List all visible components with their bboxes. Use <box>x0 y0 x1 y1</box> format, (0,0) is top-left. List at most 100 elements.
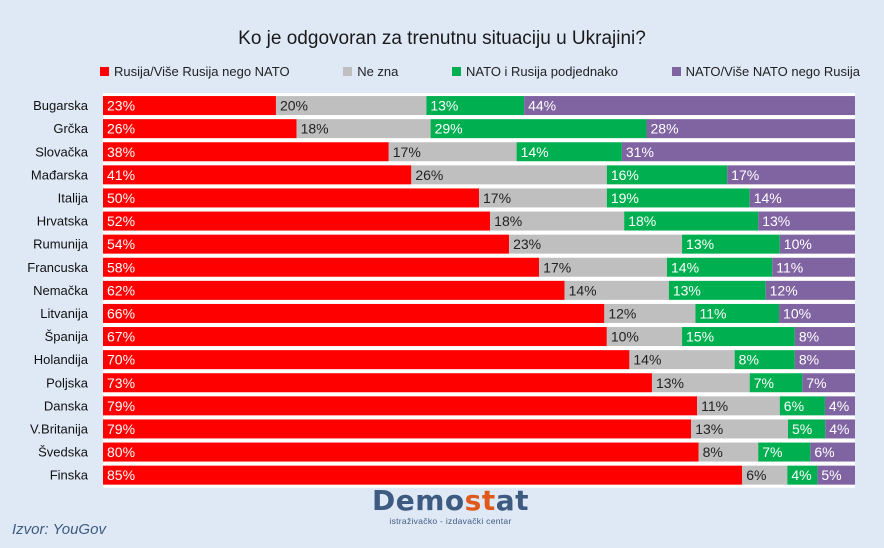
category-label: Mađarska <box>31 167 89 182</box>
data-label-russia: 54% <box>107 236 135 252</box>
category-label: V.Britanija <box>30 421 89 436</box>
bar-segment-russia <box>103 442 699 462</box>
bar-segment-equal <box>667 257 773 277</box>
category-label: Holandija <box>34 352 89 367</box>
bar-segment-equal <box>426 96 525 116</box>
legend-swatch-nato <box>671 67 681 76</box>
source-note: Izvor: YouGov <box>12 521 106 538</box>
data-label-russia: 79% <box>107 421 135 437</box>
bar-segment-nato <box>794 327 855 347</box>
data-label-russia: 41% <box>107 167 135 183</box>
bar-segment-equal <box>430 119 647 139</box>
brand-logo: Demostat istraživačko - izdavački centar <box>372 484 529 527</box>
legend-item-dont-know: Ne zna <box>343 64 398 79</box>
data-label-nato: 31% <box>626 144 654 160</box>
bar-segment-equal <box>668 280 766 300</box>
data-label-dont-know: 23% <box>513 236 541 252</box>
bar-segment-nato <box>621 142 855 162</box>
data-label-nato: 13% <box>762 213 790 229</box>
data-label-dont-know: 13% <box>656 375 684 391</box>
category-label: Francuska <box>27 260 88 275</box>
bar-segment-russia <box>103 465 743 485</box>
bar-segment-equal <box>682 234 780 254</box>
data-label-equal: 13% <box>686 236 714 252</box>
data-label-equal: 15% <box>686 329 714 345</box>
data-label-nato: 14% <box>754 190 782 206</box>
category-label: Švedska <box>38 445 89 460</box>
bar-segment-dont-know <box>604 303 696 323</box>
bar-segment-dont-know <box>691 419 788 439</box>
bar-segment-russia <box>103 96 276 116</box>
data-label-russia: 62% <box>107 282 135 298</box>
legend-label-dont-know: Ne zna <box>357 64 399 79</box>
bar-segment-dont-know <box>296 119 431 139</box>
bar-segment-equal <box>606 188 750 208</box>
category-label: Italija <box>58 190 89 205</box>
data-label-dont-know: 17% <box>483 190 511 206</box>
category-label: Rumunija <box>33 237 89 252</box>
bar-segment-dont-know <box>275 96 427 116</box>
data-label-equal: 13% <box>430 98 458 114</box>
data-label-russia: 85% <box>107 467 135 483</box>
data-label-russia: 38% <box>107 144 135 160</box>
data-label-nato: 44% <box>528 98 556 114</box>
bar-segment-nato <box>765 280 855 300</box>
data-label-equal: 8% <box>739 352 759 368</box>
bar-segment-dont-know <box>698 442 759 462</box>
legend-swatch-equal <box>452 67 462 76</box>
data-label-nato: 8% <box>799 329 819 345</box>
bar-segment-dont-know <box>509 234 683 254</box>
data-label-dont-know: 26% <box>415 167 443 183</box>
chart-title: Ko je odgovoran za trenutnu situaciju u … <box>238 28 646 49</box>
bar-segment-equal <box>624 211 759 231</box>
data-label-equal: 18% <box>628 213 656 229</box>
bar-segment-equal <box>787 465 818 485</box>
bar-segment-russia <box>103 350 630 370</box>
data-label-russia: 52% <box>107 213 135 229</box>
bar-segment-dont-know <box>490 211 625 231</box>
data-label-equal: 19% <box>611 190 639 206</box>
data-label-dont-know: 8% <box>703 444 723 460</box>
data-label-russia: 70% <box>107 352 135 368</box>
legend-label-nato: NATO/Više NATO nego Rusija <box>685 64 860 79</box>
data-label-nato: 6% <box>814 444 834 460</box>
data-label-nato: 28% <box>651 121 679 137</box>
data-label-equal: 29% <box>435 121 463 137</box>
category-label: Grčka <box>53 121 88 136</box>
data-label-dont-know: 11% <box>701 398 728 414</box>
bar-segment-dont-know <box>697 396 780 416</box>
data-label-nato: 8% <box>799 352 819 368</box>
data-label-russia: 79% <box>107 398 135 414</box>
bar-segment-dont-know <box>651 373 750 393</box>
bar-segment-russia <box>103 327 607 347</box>
data-label-russia: 67% <box>107 329 135 345</box>
legend-item-equal: NATO i Rusija podjednako <box>452 64 618 79</box>
data-label-equal: 13% <box>673 282 701 298</box>
data-label-russia: 50% <box>107 190 135 206</box>
data-label-equal: 7% <box>762 444 782 460</box>
data-label-dont-know: 14% <box>569 282 597 298</box>
bar-segment-nato <box>749 188 855 208</box>
legend-label-russia: Rusija/Više Rusija nego NATO <box>114 64 290 79</box>
bar-segment-nato <box>810 442 855 462</box>
data-label-nato: 17% <box>731 167 759 183</box>
bar-segment-dont-know <box>629 350 735 370</box>
bar-segment-equal <box>734 350 795 370</box>
bar-segment-nato <box>817 465 855 485</box>
category-label: Slovačka <box>35 144 89 159</box>
bar-segment-russia <box>103 165 412 185</box>
bar-segment-equal <box>695 303 780 323</box>
data-label-russia: 26% <box>107 121 135 137</box>
bar-segment-russia <box>103 303 605 323</box>
legend: Rusija/Više Rusija nego NATO Ne zna NATO… <box>100 64 860 79</box>
bar-segment-nato <box>727 165 855 185</box>
data-label-equal: 16% <box>611 167 639 183</box>
legend-swatch-russia <box>100 67 109 76</box>
data-label-dont-know: 12% <box>608 305 636 321</box>
category-label: Bugarska <box>33 98 89 113</box>
data-label-russia: 58% <box>107 259 135 275</box>
data-label-dont-know: 13% <box>695 421 723 437</box>
data-label-dont-know: 14% <box>633 352 661 368</box>
data-label-equal: 11% <box>699 305 726 321</box>
brand-name: Demostat <box>372 484 529 517</box>
